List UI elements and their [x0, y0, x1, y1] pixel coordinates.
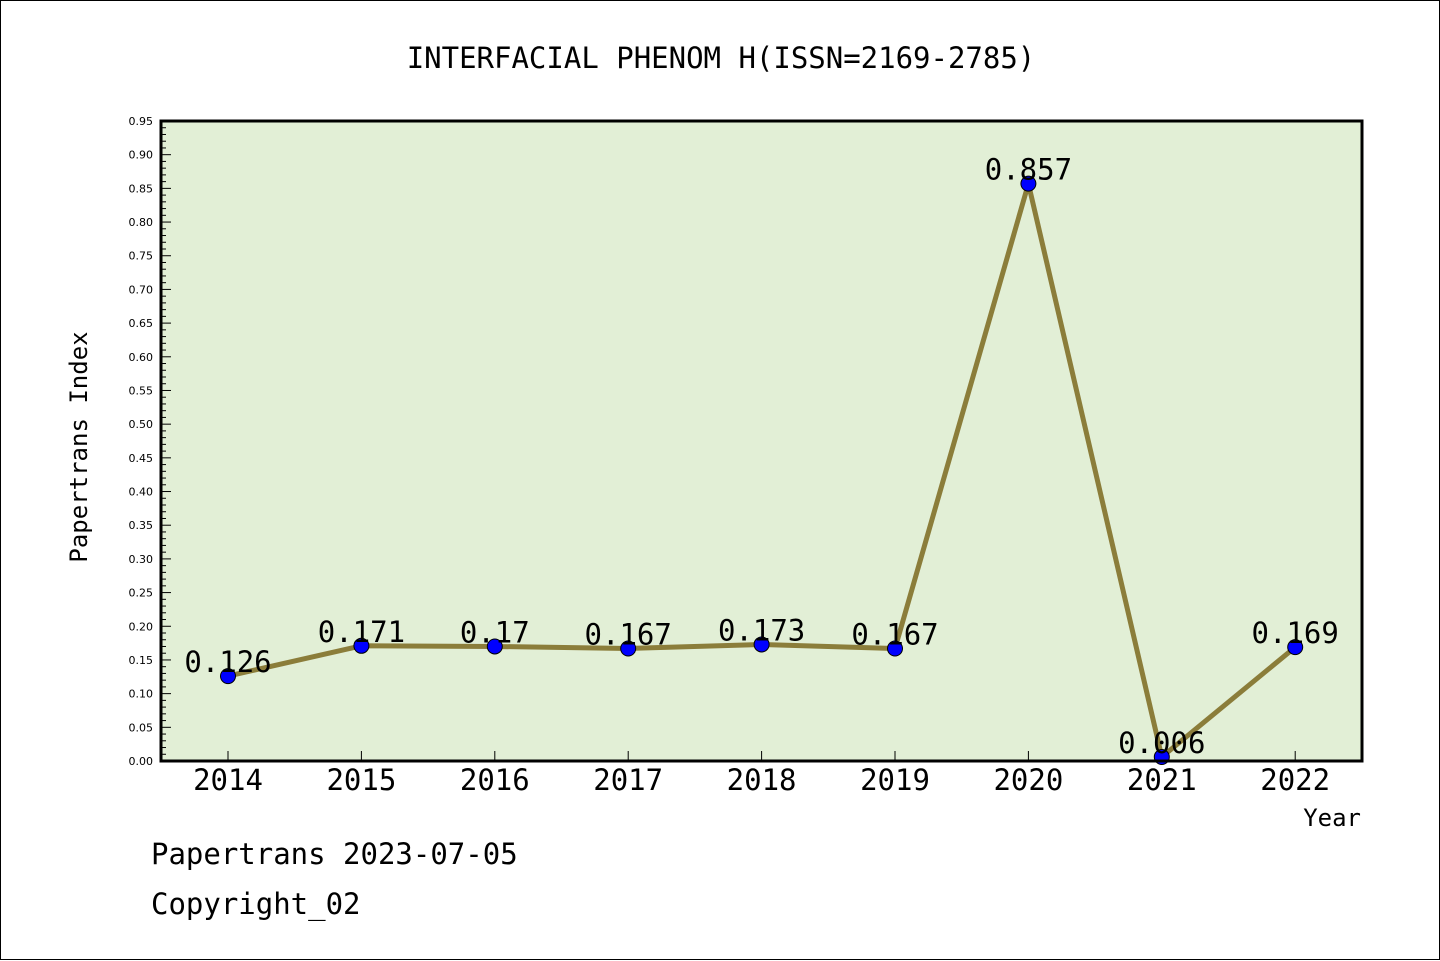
footer-credit: Papertrans 2023-07-05 — [151, 837, 518, 871]
y-tick-label: 0.25 — [129, 587, 154, 600]
data-point — [1020, 175, 1037, 192]
chart-title: INTERFACIAL PHENOM H(ISSN=2169-2785) — [407, 41, 1036, 75]
data-label: 0.169 — [1252, 616, 1339, 650]
y-tick-label: 0.00 — [129, 755, 154, 768]
y-tick-label: 0.10 — [129, 688, 154, 701]
data-label: 0.126 — [184, 645, 271, 679]
x-tick-label: 2014 — [193, 763, 263, 797]
y-tick-label: 0.40 — [129, 486, 154, 499]
y-tick-label: 0.35 — [129, 519, 154, 532]
x-tick-label: 2017 — [593, 763, 663, 797]
x-tick-label: 2022 — [1260, 763, 1330, 797]
x-axis-ticks: 2014 2015 2016 2017 2018 2019 2020 2021 2022 — [193, 751, 1330, 797]
plot-area — [161, 121, 1362, 761]
x-tick-label: 2015 — [326, 763, 396, 797]
y-tick-label: 0.50 — [129, 418, 154, 431]
data-point — [486, 638, 503, 655]
data-point — [1287, 639, 1304, 656]
data-label: 0.006 — [1118, 726, 1205, 760]
data-label: 0.171 — [318, 615, 405, 649]
x-tick-label: 2016 — [460, 763, 530, 797]
data-point — [887, 640, 903, 657]
y-tick-label: 0.85 — [129, 182, 154, 195]
data-label: 0.167 — [585, 617, 672, 651]
x-axis-label: Year — [1303, 804, 1361, 832]
data-label: 0.173 — [718, 613, 805, 647]
y-tick-label: 0.20 — [129, 620, 154, 633]
plot-border — [159, 119, 1364, 763]
y-tick-label: 0.70 — [129, 283, 154, 296]
data-label: 0.857 — [985, 153, 1072, 187]
y-tick-label: 0.75 — [129, 250, 154, 263]
footer-copyright: Copyright_02 — [151, 887, 361, 921]
y-axis-ticks: 0.00 0.05 0.10 0.15 0.20 0.25 0.30 0.35 0.40 0.45… — [129, 115, 171, 768]
data-point — [620, 640, 637, 657]
x-tick-label: 2018 — [727, 763, 797, 797]
x-tick-label: 2020 — [993, 763, 1063, 797]
x-tick-label: 2019 — [860, 763, 930, 797]
y-tick-label: 0.30 — [129, 553, 154, 566]
y-tick-label: 0.95 — [129, 115, 154, 128]
data-label: 0.167 — [851, 617, 938, 651]
y-tick-label: 0.55 — [129, 384, 154, 397]
data-markers — [220, 175, 1304, 765]
y-tick-label: 0.80 — [129, 216, 154, 229]
x-tick-label: 2021 — [1127, 763, 1197, 797]
data-point — [353, 637, 370, 654]
y-tick-label: 0.15 — [129, 654, 154, 667]
data-label: 0.17 — [460, 615, 530, 649]
data-labels: 0.126 0.171 0.17 0.167 0.173 0.167 0.857 0.006 0… — [184, 153, 1339, 760]
y-tick-label: 0.05 — [129, 721, 154, 734]
y-tick-label: 0.60 — [129, 351, 154, 364]
y-tick-label: 0.90 — [129, 149, 154, 162]
y-tick-label: 0.45 — [129, 452, 154, 465]
data-point — [753, 636, 770, 653]
y-tick-label: 0.65 — [129, 317, 154, 330]
y-axis-label: Papertrans Index — [65, 331, 93, 562]
data-point — [220, 668, 236, 685]
